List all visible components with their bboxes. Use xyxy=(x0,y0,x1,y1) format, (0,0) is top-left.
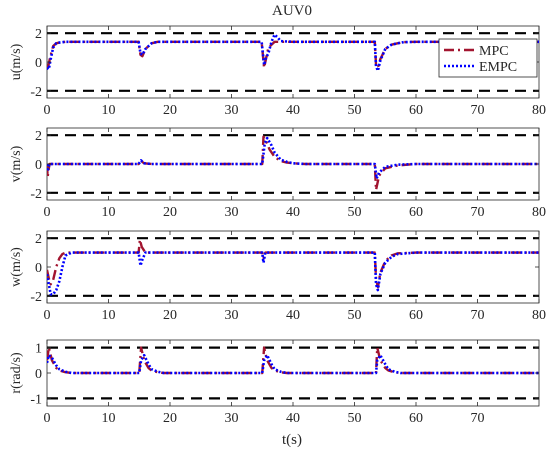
y-tick-label: 2 xyxy=(35,129,42,144)
x-tick-label: 40 xyxy=(286,308,300,323)
y-tick-label: 0 xyxy=(35,261,42,276)
x-tick-label: 80 xyxy=(532,308,546,323)
x-tick-label: 60 xyxy=(409,103,423,118)
y-tick-label: 2 xyxy=(35,27,42,42)
legend-box xyxy=(438,38,538,78)
y-tick-label: -1 xyxy=(30,392,42,407)
x-tick-label: 60 xyxy=(409,205,423,220)
y-tick-label: 0 xyxy=(35,158,42,173)
x-axis-label: t(s) xyxy=(282,432,302,448)
y-axis-label: r(rad/s) xyxy=(9,352,24,394)
x-tick-label: 0 xyxy=(44,205,51,220)
series-line-mpc xyxy=(47,346,539,375)
legend-label-mpc: MPC xyxy=(479,44,509,59)
figure-title: AUV0 xyxy=(272,3,312,19)
y-tick-label: -2 xyxy=(30,187,42,202)
x-tick-label: 20 xyxy=(163,411,177,426)
x-tick-label: 40 xyxy=(286,205,300,220)
y-tick-label: 1 xyxy=(35,342,42,357)
x-tick-label: 40 xyxy=(286,411,300,426)
x-tick-label: 70 xyxy=(471,308,485,323)
x-tick-label: 20 xyxy=(163,103,177,118)
x-tick-label: 0 xyxy=(44,308,51,323)
series-line-empc xyxy=(47,136,539,180)
x-tick-label: 60 xyxy=(409,308,423,323)
x-tick-label: 50 xyxy=(348,205,362,220)
x-tick-label: 50 xyxy=(348,308,362,323)
x-tick-label: 40 xyxy=(286,103,300,118)
x-tick-label: 30 xyxy=(225,103,239,118)
x-tick-label: 10 xyxy=(102,308,116,323)
x-tick-label: 20 xyxy=(163,205,177,220)
y-axis-label: u(m/s) xyxy=(9,43,24,80)
y-tick-label: -2 xyxy=(30,290,42,305)
x-tick-label: 0 xyxy=(44,103,51,118)
axes-box xyxy=(46,230,540,304)
x-tick-label: 10 xyxy=(102,103,116,118)
series-line-empc xyxy=(47,353,539,375)
x-tick-label: 70 xyxy=(471,411,485,426)
x-tick-label: 30 xyxy=(225,308,239,323)
y-tick-label: 0 xyxy=(35,56,42,71)
x-tick-label: 10 xyxy=(102,205,116,220)
x-tick-label: 70 xyxy=(471,103,485,118)
y-tick-label: 2 xyxy=(35,232,42,247)
x-tick-label: 20 xyxy=(163,308,177,323)
x-tick-label: 70 xyxy=(471,205,485,220)
series-line-empc xyxy=(47,251,539,296)
series-line-mpc xyxy=(47,238,539,289)
x-tick-label: 50 xyxy=(348,103,362,118)
x-tick-label: 0 xyxy=(44,411,51,426)
y-axis-label: v(m/s) xyxy=(9,145,24,182)
x-tick-label: 30 xyxy=(225,205,239,220)
y-axis-label: w(m/s) xyxy=(9,247,24,287)
x-tick-label: 30 xyxy=(225,411,239,426)
x-tick-label: 80 xyxy=(532,205,546,220)
y-tick-label: 0 xyxy=(35,367,42,382)
x-tick-label: 50 xyxy=(348,411,362,426)
legend-label-empc: EMPC xyxy=(479,60,517,75)
x-tick-label: 60 xyxy=(409,411,423,426)
x-tick-label: 80 xyxy=(532,103,546,118)
y-tick-label: -2 xyxy=(30,85,42,100)
x-tick-label: 10 xyxy=(102,411,116,426)
